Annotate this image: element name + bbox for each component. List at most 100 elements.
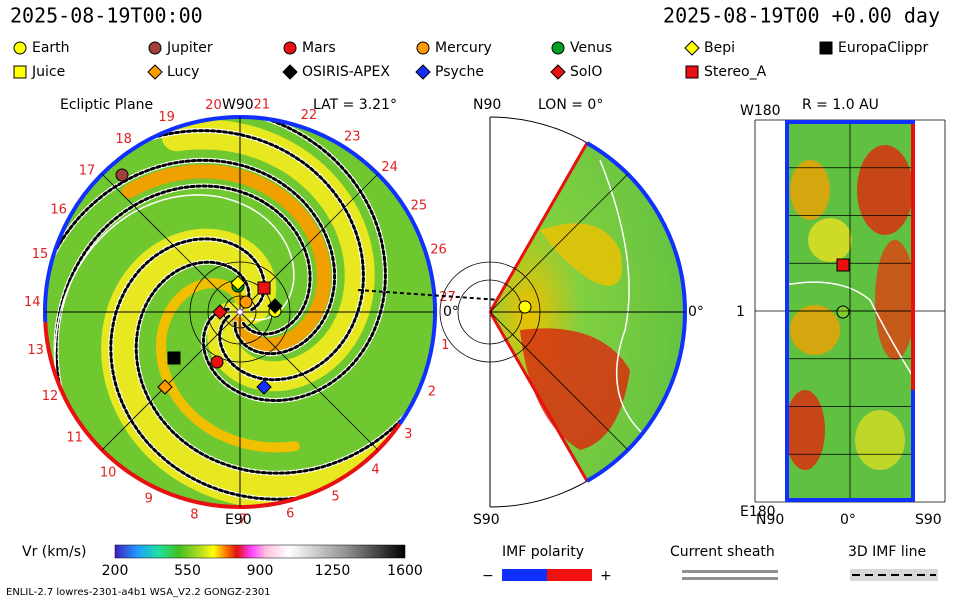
bottom-label: E180	[740, 504, 776, 520]
blob	[790, 305, 840, 355]
spirals	[45, 117, 435, 507]
marker	[819, 41, 833, 55]
ecliptic-rim	[43, 115, 437, 509]
blob	[857, 145, 913, 235]
marker	[685, 65, 699, 79]
carrington-label: 6	[286, 506, 294, 521]
carrington-label: 17	[79, 164, 96, 179]
carrington-label: 24	[381, 160, 398, 175]
imf-line	[357, 289, 501, 301]
colorbar-tick: 1600	[387, 563, 423, 579]
lat-label: LAT = 3.21°	[313, 97, 397, 113]
carrington-label: 26	[430, 243, 447, 258]
marker	[147, 64, 163, 80]
spiral	[121, 164, 331, 352]
blob	[540, 223, 622, 286]
colorbar-tick: 900	[247, 563, 274, 579]
spiral	[45, 158, 337, 395]
marker	[551, 41, 565, 55]
colorbar	[114, 544, 406, 559]
top-label: W180	[740, 103, 781, 119]
imf-line-title: 3D IMF line	[848, 544, 926, 560]
middle-label: 1	[736, 304, 745, 320]
grid	[754, 119, 946, 503]
marker	[267, 298, 283, 314]
imf-title: IMF polarity	[502, 544, 584, 560]
carrington-label: 11	[66, 431, 83, 446]
carrington-label: 23	[344, 129, 361, 144]
carrington-label: 12	[42, 389, 59, 404]
carrington-label: 8	[190, 507, 198, 522]
legend-label: SolO	[570, 64, 602, 80]
legend: Earth Jupiter Mars Mercury Venus Bepi EuropaCl…	[13, 40, 929, 80]
earth-marker	[836, 305, 850, 319]
ring	[439, 261, 541, 363]
axis-line	[489, 311, 629, 451]
earth-marker	[518, 300, 532, 314]
marker	[257, 281, 271, 295]
blob	[808, 218, 852, 262]
marker	[230, 275, 246, 291]
x-label: S90	[915, 512, 942, 528]
sheath-sample	[682, 577, 778, 580]
blob	[855, 410, 905, 470]
rim-arc	[43, 322, 402, 509]
colorbar-title: Vr (km/s)	[22, 544, 86, 560]
colorbar-tick: 550	[174, 563, 201, 579]
bottom-label: S90	[473, 512, 500, 528]
marker	[13, 65, 27, 79]
bottom-label: E90	[225, 512, 252, 528]
carrington-label: 7	[238, 512, 246, 527]
marker	[157, 379, 173, 395]
legend-label: Psyche	[435, 64, 484, 80]
marker	[115, 168, 129, 182]
marker	[550, 64, 566, 80]
legend-label: Venus	[570, 40, 612, 56]
sheath	[599, 159, 651, 441]
polarity-plus	[547, 569, 592, 581]
x-label: N90	[756, 512, 784, 528]
right-label: 0°	[688, 304, 704, 320]
carrington-label: 15	[32, 247, 49, 262]
legend-label: Juice	[31, 64, 65, 80]
marker	[684, 40, 700, 56]
carrington-label: 14	[24, 295, 41, 310]
lon-label: LON = 0°	[538, 97, 603, 113]
blob	[875, 240, 915, 360]
colorbar-tick: 200	[102, 563, 129, 579]
blob	[520, 328, 630, 450]
marker	[282, 64, 298, 80]
marker	[415, 64, 431, 80]
plus-label: +	[600, 568, 612, 584]
legend-label: Mercury	[435, 40, 492, 56]
radial-panel: R = 1.0 AU W180 1 E180 N90 0° S90	[736, 97, 946, 528]
carrington-label: 2	[428, 385, 436, 400]
model-info: ENLIL-2.7 lowres-2301-a4b1 WSA_V2.2 GONG…	[6, 587, 271, 598]
carrington-label: 18	[115, 132, 132, 147]
spiral	[134, 260, 435, 475]
spiral	[109, 237, 426, 501]
carrington-label: 21	[253, 98, 270, 113]
panel-title: R = 1.0 AU	[802, 97, 879, 113]
spiral	[161, 119, 375, 392]
spiral	[101, 228, 420, 507]
colorbar-ticks: 200 550 900 1250 1600	[102, 563, 423, 579]
rim-arc	[43, 115, 437, 425]
carrington-label: 19	[158, 110, 175, 125]
marker	[13, 41, 27, 55]
marker	[239, 295, 253, 309]
legend-label: Mars	[302, 40, 336, 56]
edge	[488, 142, 589, 313]
spiral	[45, 129, 365, 382]
marker	[167, 351, 181, 365]
spiral	[155, 278, 300, 453]
minus-label: −	[482, 568, 494, 584]
marker	[256, 379, 272, 395]
legend-label: Earth	[32, 40, 70, 56]
sheath-title: Current sheath	[670, 544, 775, 560]
carrington-label: 25	[411, 198, 428, 213]
carrington-label: 9	[145, 491, 153, 506]
model-time: 2025-08-19T00 +0.00 day	[663, 4, 940, 28]
edge	[488, 311, 589, 482]
axis-line	[489, 173, 629, 313]
